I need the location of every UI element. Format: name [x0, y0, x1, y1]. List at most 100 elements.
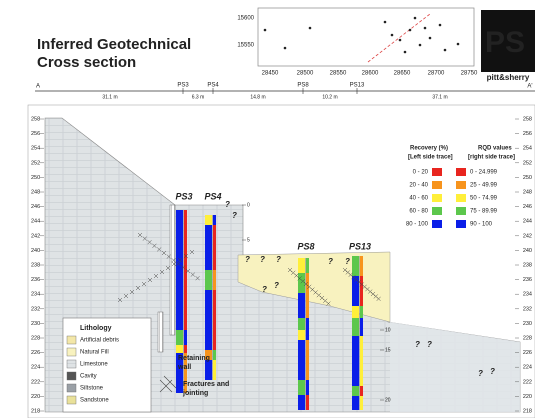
- legend-label: 80 - 100: [406, 222, 429, 228]
- section-start: A: [36, 84, 40, 90]
- recovery-segment: [205, 225, 212, 270]
- recovery-segment: [205, 215, 212, 225]
- section-distance: 31.1 m: [102, 94, 117, 100]
- elevation-label: 232: [31, 306, 40, 312]
- location-plan: [258, 8, 474, 66]
- elevation-label: 248: [31, 189, 40, 195]
- unknown-marker: ?: [276, 255, 281, 264]
- map-point: [409, 29, 412, 32]
- map-point: [391, 34, 394, 37]
- elevation-label: 238: [31, 262, 40, 268]
- legend-title: Recovery (%): [410, 146, 448, 152]
- recovery-segment: [352, 396, 359, 410]
- section-borehole: PS8: [297, 83, 309, 89]
- elevation-label: 236: [523, 277, 532, 283]
- legend-swatch: [456, 181, 466, 189]
- rqd-segment: [360, 336, 363, 386]
- section-end: A': [527, 84, 532, 90]
- map-y-tick: 15550: [237, 43, 254, 49]
- recovery-segment: [205, 290, 212, 350]
- map-point: [264, 29, 267, 32]
- map-x-tick: 28750: [461, 71, 478, 77]
- legend-swatch: [456, 168, 466, 176]
- rqd-segment: [184, 210, 187, 330]
- elevation-label: 242: [31, 233, 40, 239]
- unknown-marker: ?: [490, 367, 495, 376]
- recovery-segment: [298, 273, 305, 293]
- rqd-segment: [360, 306, 363, 318]
- elevation-label: 222: [523, 379, 532, 385]
- rqd-segment: [306, 340, 309, 380]
- rqd-segment: [360, 396, 363, 410]
- legend-subtitle: [Left side trace]: [408, 155, 453, 161]
- elevation-label: 234: [31, 292, 40, 298]
- map-x-tick: 28450: [262, 71, 279, 77]
- elevation-label: 248: [523, 189, 532, 195]
- elevation-label: 226: [31, 350, 40, 356]
- borehole-label: PS8: [297, 241, 314, 251]
- legend-label: Natural Fill: [80, 350, 109, 356]
- legend-swatch: [456, 207, 466, 215]
- unknown-marker: ?: [262, 285, 267, 294]
- depth-mark: 20: [385, 397, 391, 403]
- map-point: [284, 47, 287, 50]
- elevation-label: 244: [523, 219, 532, 225]
- legend-swatch: [67, 372, 76, 380]
- unknown-marker: ?: [232, 211, 237, 220]
- map-point: [429, 37, 432, 40]
- legend-swatch: [456, 220, 466, 228]
- depth-mark: 5: [247, 237, 250, 243]
- legend-label: 60 - 80: [409, 209, 428, 215]
- elevation-label: 250: [31, 175, 40, 181]
- rqd-segment: [213, 225, 216, 270]
- elevation-label: 254: [31, 146, 40, 152]
- legend-subtitle: [right side trace]: [468, 155, 515, 161]
- title: Inferred Geotechnical: [37, 36, 191, 53]
- depth-mark: 15: [385, 347, 391, 353]
- unknown-marker: ?: [328, 257, 333, 266]
- rqd-segment: [306, 395, 309, 410]
- legend-label: Siltstone: [80, 386, 104, 392]
- legend-label: 20 - 40: [409, 183, 428, 189]
- elevation-label: 250: [523, 175, 532, 181]
- rqd-segment: [184, 345, 187, 353]
- section-borehole: PS4: [207, 83, 219, 89]
- recovery-segment: [298, 340, 305, 380]
- recovery-segment: [176, 345, 183, 353]
- elevation-label: 230: [31, 321, 40, 327]
- rqd-segment: [213, 360, 216, 380]
- depth-mark: 0: [247, 202, 250, 208]
- elevation-label: 252: [31, 160, 40, 166]
- map-x-tick: 28550: [330, 71, 347, 77]
- elevation-label: 252: [523, 160, 532, 166]
- legend-swatch: [432, 207, 442, 215]
- recovery-segment: [298, 318, 305, 330]
- unknown-marker: ?: [274, 281, 279, 290]
- elevation-label: 240: [523, 248, 532, 254]
- rqd-segment: [306, 380, 309, 395]
- elevation-label: 222: [31, 379, 40, 385]
- title: Cross section: [37, 54, 136, 71]
- recovery-segment: [352, 256, 359, 276]
- legend-label: Sandstone: [80, 398, 109, 404]
- rqd-segment: [213, 290, 216, 350]
- recovery-segment: [298, 395, 305, 410]
- section-borehole: PS3: [177, 83, 189, 89]
- elevation-label: 256: [523, 131, 532, 137]
- map-point: [399, 39, 402, 42]
- map-point: [424, 27, 427, 30]
- legend-label: 40 - 60: [409, 196, 428, 202]
- elevation-label: 236: [31, 277, 40, 283]
- section-distance: 14.8 m: [250, 94, 265, 100]
- elevation-label: 224: [31, 365, 40, 371]
- recovery-segment: [298, 293, 305, 318]
- legend-label: Limestone: [80, 362, 108, 368]
- map-x-tick: 28650: [394, 71, 411, 77]
- elevation-label: 246: [31, 204, 40, 210]
- recovery-segment: [205, 270, 212, 290]
- map-x-tick: 28700: [428, 71, 445, 77]
- legend-swatch: [432, 194, 442, 202]
- legend-label: 0 - 24.999: [470, 170, 498, 176]
- map-x-tick: 28600: [362, 71, 379, 77]
- elevation-label: 218: [31, 408, 40, 414]
